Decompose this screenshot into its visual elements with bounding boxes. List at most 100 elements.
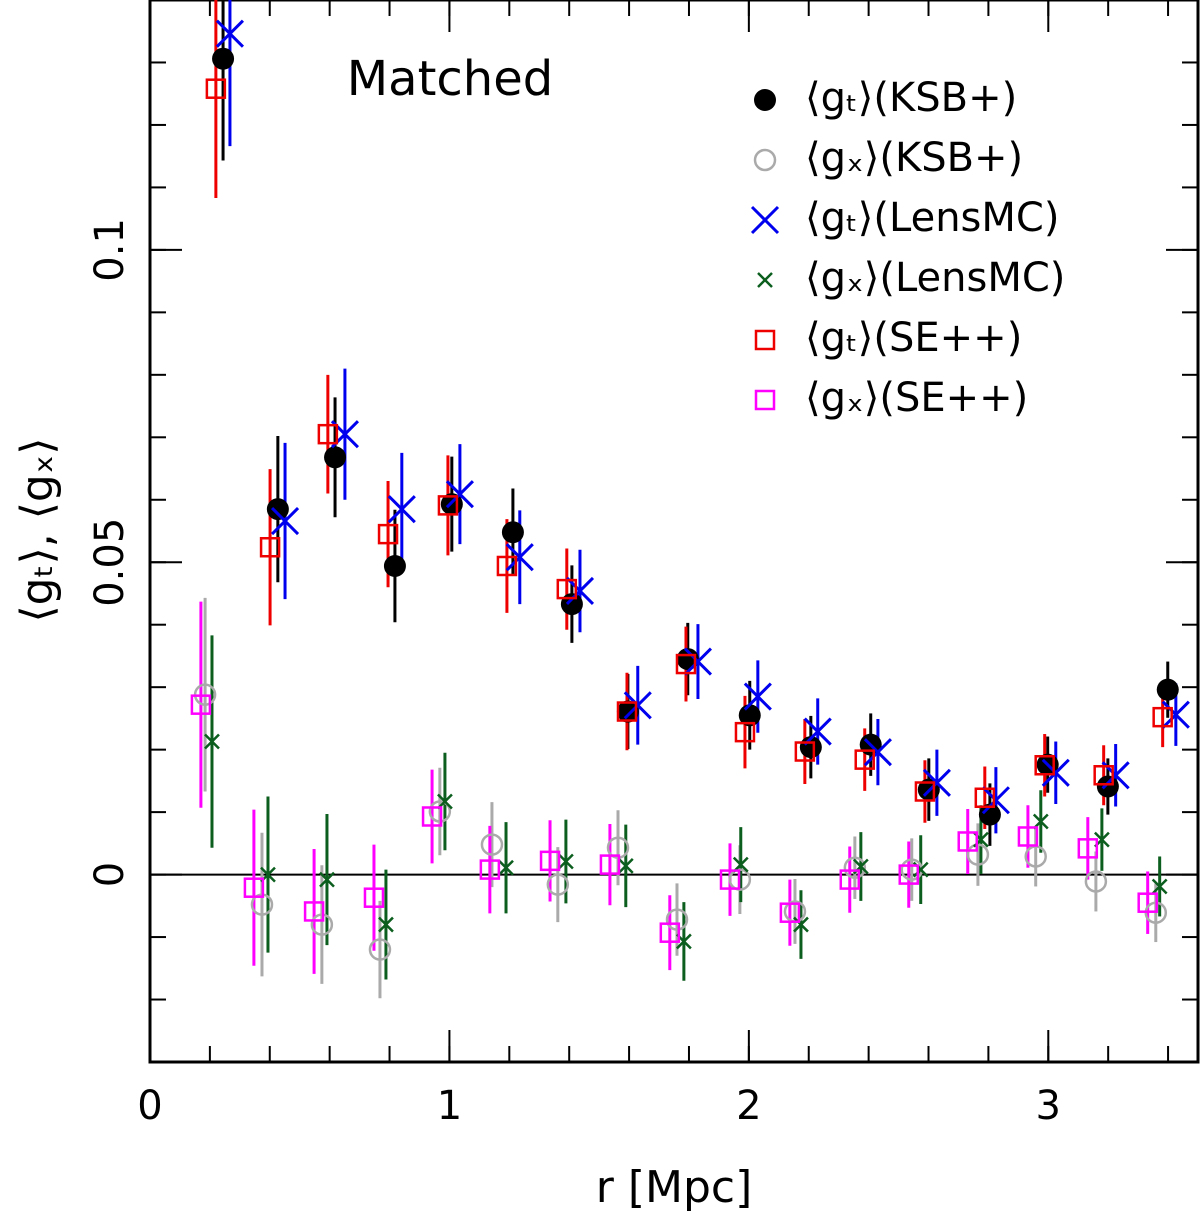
marker-shape [734,721,756,743]
marker [368,938,392,961]
marker-shape [912,861,929,878]
marker-shape [437,793,453,810]
marker [1017,826,1039,847]
marker [505,543,534,572]
marker [501,521,524,544]
marker-shape [204,733,220,750]
legend-label: ⟨gₜ⟩(KSB+) [805,75,1017,121]
marker [496,555,518,577]
marker-shape [324,446,347,469]
marker [556,578,578,600]
marker-shape [437,495,459,516]
marker [1151,878,1168,895]
marker [793,916,809,933]
marker [1032,813,1049,830]
marker-shape [1137,892,1158,913]
marker-shape [317,423,339,445]
marker-shape [978,803,1001,826]
marker [981,786,1010,815]
marker [794,741,816,762]
marker-shape [190,694,212,715]
marker-shape [212,47,235,70]
marker-shape [363,887,385,908]
legend-entry: ⟨gₜ⟩(SE++) [754,315,1022,361]
marker [480,833,504,856]
marker [898,864,920,885]
marker [1152,706,1173,728]
legend-entry: ⟨gₓ⟩(SE++) [754,375,1028,421]
marker [683,647,713,676]
marker-shape [560,593,583,616]
marker-shape [922,768,951,797]
marker [1096,775,1119,798]
marker [445,480,474,509]
marker [204,733,220,750]
marker [560,593,583,616]
plot-frame [148,0,1200,1064]
marker [437,793,453,810]
y-tick-label: 0.1 [87,218,133,282]
marker-shape [957,831,978,852]
marker-shape [675,933,692,950]
marker-shape [377,523,399,545]
marker [387,495,416,524]
marker-shape [843,856,867,879]
marker [479,859,501,880]
marker [205,78,227,99]
marker-shape [617,857,634,874]
marker [383,554,406,577]
x-tick-label: 0 [137,1083,162,1129]
marker [546,873,570,896]
y-tick-label: 0 [87,862,133,887]
marker [743,682,772,711]
legend-entry: ⟨gₓ⟩(LensMC) [757,255,1065,301]
marker [319,871,335,888]
marker-shape [498,859,514,876]
marker-shape [243,877,265,898]
marker-shape [743,682,772,711]
marker [599,854,621,875]
marker [215,19,245,48]
marker [719,869,741,890]
marker-shape [659,922,681,943]
marker [665,908,689,931]
marker [363,887,385,908]
marker-shape [754,389,776,411]
x-tick-label: 1 [437,1083,462,1129]
marker-shape [378,916,394,933]
marker [732,856,749,873]
marker-shape [665,908,689,931]
marker-shape [599,854,621,875]
marker-shape [757,272,773,288]
marker [922,768,951,797]
marker-shape [303,901,325,922]
x-tick-label: 3 [1036,1083,1061,1129]
marker [754,329,776,351]
marker [377,523,399,545]
marker-shape [1151,878,1168,895]
marker-shape [383,554,406,577]
marker-shape [914,781,936,802]
marker-shape [558,853,574,870]
marker-shape [496,555,518,577]
marker [779,902,801,923]
marker-shape [675,653,697,675]
marker-shape [215,19,245,48]
legend-entry: ⟨gₜ⟩(LensMC) [750,195,1059,241]
marker [974,787,996,808]
marker [1034,755,1055,776]
legend-entry: ⟨gₜ⟩(KSB+) [754,75,1017,121]
legend-entry: ⟨gₓ⟩(KSB+) [753,135,1023,181]
data-layer [190,0,1190,999]
annotation: Matched [347,51,553,107]
marker [914,781,936,802]
marker-shape [1093,765,1114,786]
marker [558,853,574,870]
marker-shape [270,506,300,536]
legend-label: ⟨gₜ⟩(SE++) [805,315,1022,361]
marker-shape [754,89,776,111]
marker-shape [1032,813,1049,830]
marker [539,850,561,872]
marker [1156,678,1179,701]
